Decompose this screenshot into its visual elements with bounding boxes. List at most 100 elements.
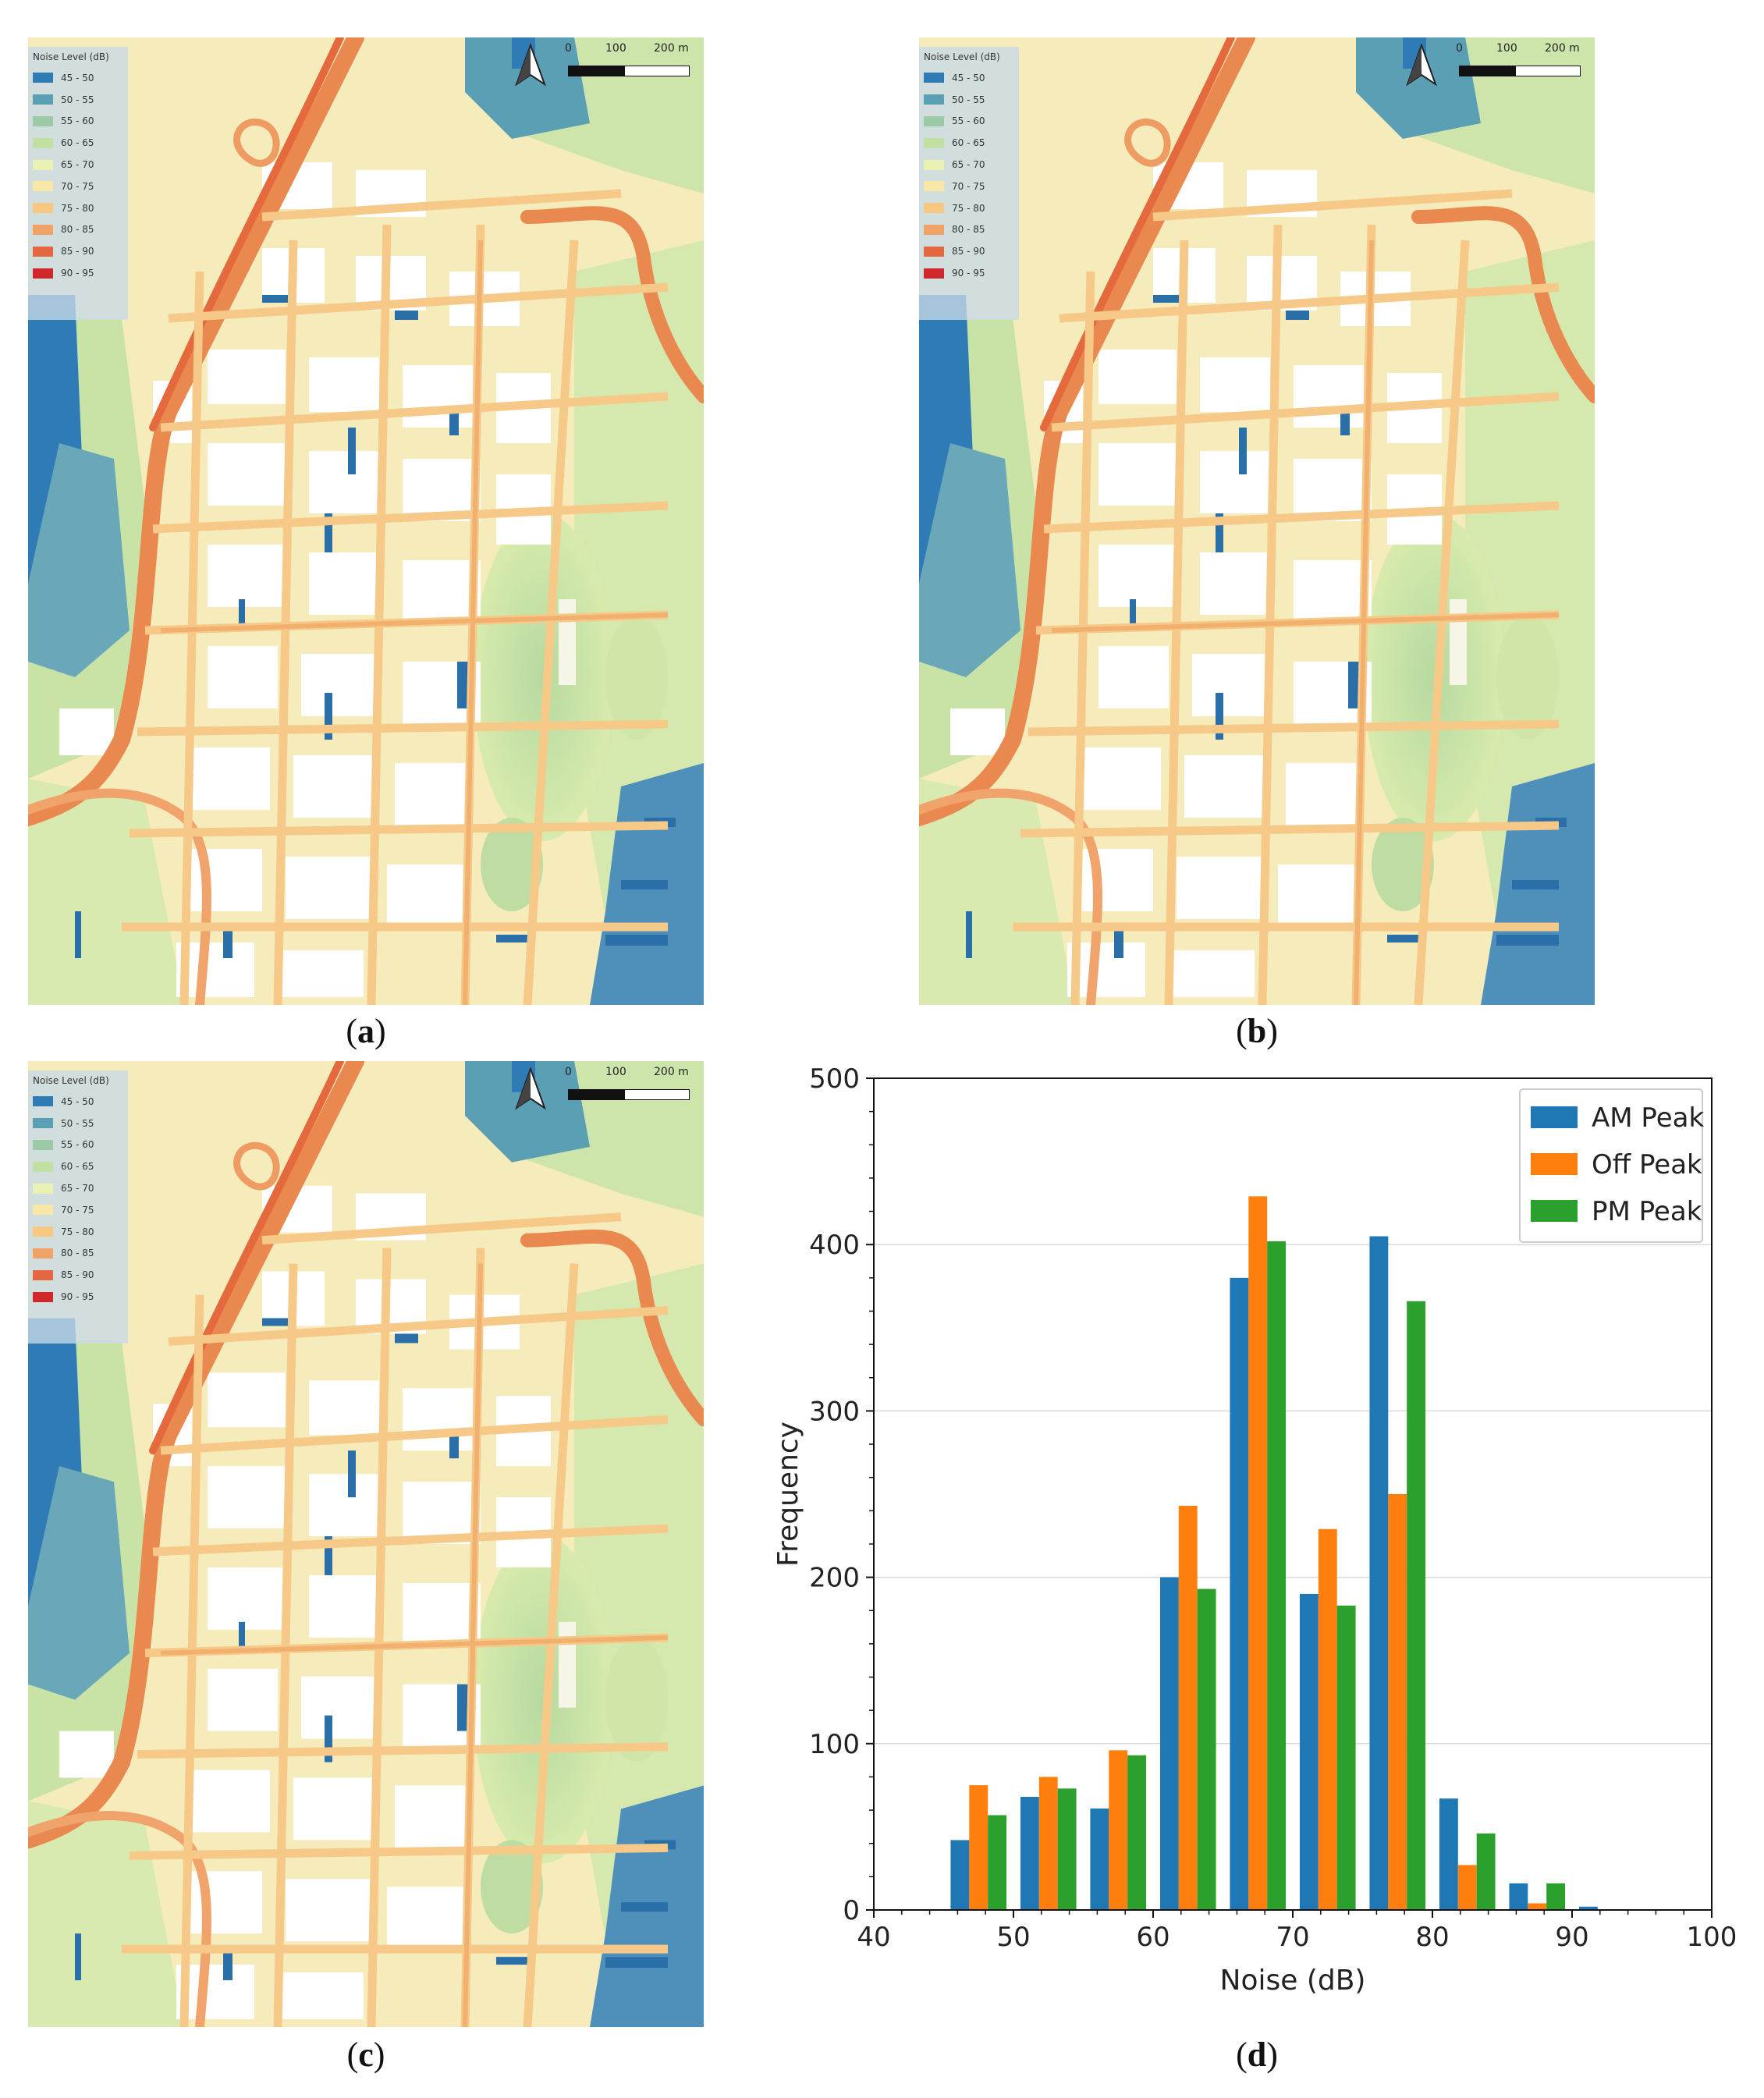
legend-swatch bbox=[33, 1291, 53, 1302]
chart-legend-label: PM Peak bbox=[1592, 1196, 1702, 1227]
bar bbox=[1457, 1865, 1477, 1910]
scale-segment-black bbox=[568, 66, 626, 76]
bar bbox=[1476, 1833, 1496, 1910]
bar bbox=[1248, 1196, 1268, 1910]
bar bbox=[969, 1785, 988, 1910]
legend-item: 90 - 95 bbox=[33, 262, 123, 284]
legend-label: 55 - 60 bbox=[61, 115, 94, 127]
legend-label: 50 - 55 bbox=[61, 1117, 94, 1129]
legend-item: 60 - 65 bbox=[33, 132, 123, 154]
legend-swatch bbox=[924, 268, 944, 279]
x-axis-label: Noise (dB) bbox=[1220, 1965, 1366, 1997]
scale-label-0: 0 bbox=[565, 1066, 572, 1078]
scale-bar: 0 100 200 m bbox=[1456, 42, 1592, 83]
legend-item: 75 - 80 bbox=[924, 197, 1014, 219]
legend-swatch bbox=[924, 115, 944, 126]
legend-swatch bbox=[33, 1226, 53, 1237]
legend-item: 60 - 65 bbox=[924, 132, 1014, 154]
legend-label: 75 - 80 bbox=[61, 1226, 94, 1237]
x-tick-label: 40 bbox=[857, 1922, 890, 1953]
y-tick-label: 400 bbox=[809, 1230, 860, 1261]
legend-title: Noise Level (dB) bbox=[33, 1075, 109, 1086]
legend-label: 65 - 70 bbox=[61, 159, 94, 171]
noise-frequency-histogram: 40 50 60 70 80 90 100 0 100 200 300 400 500 Noise (dB… bbox=[772, 1063, 1737, 1997]
caption-d: (d) bbox=[1236, 2036, 1278, 2074]
legend-item: 50 - 55 bbox=[924, 89, 1014, 111]
legend-swatch bbox=[33, 73, 53, 83]
legend-item: 85 - 90 bbox=[924, 240, 1014, 262]
legend-swatch bbox=[924, 137, 944, 148]
bar bbox=[1407, 1301, 1426, 1910]
bar bbox=[1336, 1605, 1356, 1910]
legend-item: 80 - 85 bbox=[33, 1243, 123, 1265]
legend-item: 55 - 60 bbox=[924, 111, 1014, 133]
legend-item: 75 - 80 bbox=[33, 1221, 123, 1243]
x-tick-label: 90 bbox=[1555, 1922, 1588, 1953]
bar bbox=[1578, 1906, 1598, 1910]
bar bbox=[1388, 1494, 1407, 1910]
legend-label: 85 - 90 bbox=[61, 246, 94, 257]
chart-legend-swatch bbox=[1531, 1106, 1578, 1128]
bar bbox=[1528, 1903, 1547, 1910]
legend-label: 70 - 75 bbox=[61, 1204, 94, 1216]
legend-swatch bbox=[33, 94, 53, 105]
legend-item: 90 - 95 bbox=[33, 1286, 123, 1308]
legend-swatch bbox=[924, 73, 944, 83]
legend-item: 80 - 85 bbox=[33, 219, 123, 241]
north-arrow-icon bbox=[515, 1067, 546, 1110]
legend-label: 50 - 55 bbox=[952, 94, 985, 105]
legend-swatch bbox=[33, 224, 53, 235]
legend-item: 75 - 80 bbox=[33, 197, 123, 219]
legend-label: 75 - 80 bbox=[61, 202, 94, 214]
legend-item: 65 - 70 bbox=[924, 154, 1014, 176]
y-tick-label: 500 bbox=[809, 1063, 860, 1095]
legend-label: 65 - 70 bbox=[61, 1183, 94, 1195]
legend-item: 60 - 65 bbox=[33, 1155, 123, 1177]
bar bbox=[950, 1840, 970, 1910]
noise-map-pm-peak: Noise Level (dB) 45 - 50 50 - 55 55 - 60 60… bbox=[28, 1061, 704, 2027]
legend-label: 80 - 85 bbox=[61, 224, 94, 236]
chart-legend-swatch bbox=[1531, 1153, 1578, 1175]
legend-swatch bbox=[33, 268, 53, 279]
scale-segment-white bbox=[1515, 66, 1581, 76]
x-tick-label: 100 bbox=[1687, 1922, 1737, 1953]
legend-title: Noise Level (dB) bbox=[33, 51, 109, 62]
legend-label: 70 - 75 bbox=[952, 180, 985, 192]
legend-label: 55 - 60 bbox=[952, 115, 985, 127]
legend-label: 50 - 55 bbox=[61, 94, 94, 105]
scale-segment-black bbox=[1459, 66, 1517, 76]
legend-swatch bbox=[33, 203, 53, 214]
scale-label-200: 200 m bbox=[654, 42, 689, 55]
bar bbox=[1109, 1750, 1128, 1910]
noise-map-am-peak: Noise Level (dB) 45 - 50 50 - 55 55 - 60 60… bbox=[28, 37, 704, 1005]
scale-label-100: 100 bbox=[605, 42, 626, 55]
legend-rows: 45 - 50 50 - 55 55 - 60 60 - 65 65 - 70 70 - … bbox=[924, 67, 1014, 284]
bar bbox=[988, 1815, 1007, 1910]
legend-item: 55 - 60 bbox=[33, 1134, 123, 1156]
caption-b: (b) bbox=[1236, 1012, 1278, 1050]
bar bbox=[1197, 1589, 1216, 1910]
legend-item: 45 - 50 bbox=[33, 67, 123, 89]
caption-c: (c) bbox=[346, 2036, 385, 2074]
legend-label: 90 - 95 bbox=[61, 1291, 94, 1303]
x-tick-label: 70 bbox=[1276, 1922, 1309, 1953]
noise-map-image bbox=[28, 1061, 704, 2027]
x-tick-label: 60 bbox=[1136, 1922, 1169, 1953]
legend-label: 70 - 75 bbox=[61, 180, 94, 192]
chart-legend-swatch bbox=[1531, 1200, 1578, 1222]
y-tick-label: 200 bbox=[809, 1563, 860, 1594]
noise-map-image bbox=[28, 37, 704, 1005]
legend-item: 65 - 70 bbox=[33, 1177, 123, 1199]
bar bbox=[1038, 1777, 1058, 1910]
legend-swatch bbox=[33, 137, 53, 148]
legend-swatch bbox=[924, 159, 944, 170]
legend-label: 80 - 85 bbox=[61, 1248, 94, 1259]
legend-swatch bbox=[924, 246, 944, 257]
chart-legend-label: Off Peak bbox=[1592, 1149, 1702, 1180]
bar bbox=[1369, 1236, 1389, 1910]
legend-item: 80 - 85 bbox=[924, 219, 1014, 241]
scale-label-100: 100 bbox=[1496, 42, 1517, 55]
scale-segment-white bbox=[624, 1089, 690, 1100]
legend-label: 45 - 50 bbox=[61, 72, 94, 83]
noise-map-off-peak: Noise Level (dB) 45 - 50 50 - 55 55 - 60 60… bbox=[919, 37, 1595, 1005]
